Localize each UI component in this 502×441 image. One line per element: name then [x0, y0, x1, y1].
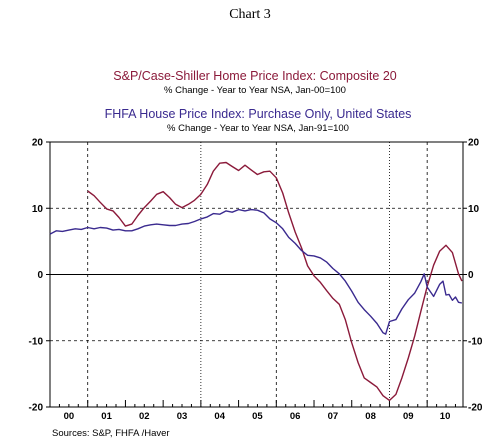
series1-title: S&P/Case-Shiller Home Price Index: Compo… [113, 69, 397, 83]
y-tick-label-left: 20 [32, 138, 44, 149]
x-tick-label: 00 [64, 411, 75, 422]
y-tick-label-left: -20 [29, 403, 44, 414]
x-tick-label: 09 [403, 411, 414, 422]
series1-subtitle: % Change - Year to Year NSA, Jan-00=100 [164, 85, 346, 96]
x-tick-label: 02 [139, 411, 150, 422]
x-tick-label: 03 [177, 411, 188, 422]
series-case-shiller-line [87, 161, 463, 402]
x-tick-label: 08 [365, 411, 376, 422]
series-layer [49, 161, 463, 402]
x-tick-label: 10 [440, 411, 451, 422]
grid-layer [50, 142, 463, 407]
y-tick-label-left: 0 [37, 270, 43, 281]
y-tick-label-right: -10 [468, 336, 483, 347]
x-tick-label: 05 [252, 411, 263, 422]
series2-subtitle: % Change - Year to Year NSA, Jan-91=100 [167, 123, 349, 134]
y-tick-label-right: 10 [468, 204, 480, 215]
y-tick-label-right: 0 [468, 270, 474, 281]
x-tick-label: 07 [328, 411, 339, 422]
x-tick-label: 04 [214, 411, 225, 422]
chart-number: Chart 3 [229, 7, 271, 22]
x-tick-label: 01 [101, 411, 112, 422]
sources-note: Sources: S&P, FHFA /Haver [52, 428, 170, 439]
series-fhfa-line [49, 208, 463, 335]
y-tick-label-right: 20 [468, 138, 480, 149]
series2-title: FHFA House Price Index: Purchase Only, U… [105, 107, 412, 121]
y-tick-label-left: 10 [32, 204, 44, 215]
x-tick-label: 06 [290, 411, 301, 422]
y-tick-label-right: -20 [468, 403, 483, 414]
y-tick-label-left: -10 [29, 336, 44, 347]
